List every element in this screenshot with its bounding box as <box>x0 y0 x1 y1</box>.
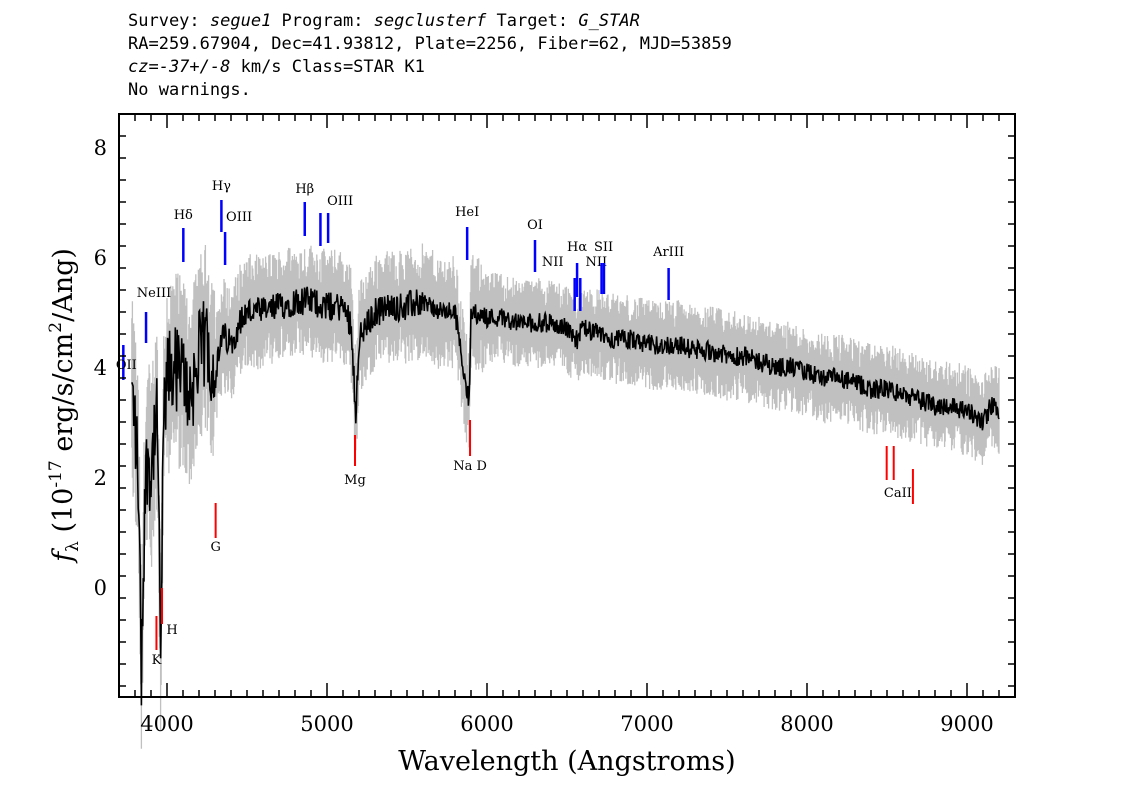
emission-line-label: OII <box>116 358 137 373</box>
x-tick-label: 9000 <box>940 712 993 736</box>
emission-line-label: Hβ <box>295 182 314 197</box>
x-tick-label: 8000 <box>780 712 833 736</box>
emission-line-label: NeIII <box>137 286 171 301</box>
header-line-coords: RA=259.67904, Dec=41.93812, Plate=2256, … <box>128 34 732 54</box>
flux-layer <box>131 286 1000 706</box>
absorption-line-label: G <box>210 540 220 555</box>
emission-line-label: Hδ <box>174 208 193 223</box>
absorption-line-label: H <box>166 623 177 638</box>
emission-line-label: NII <box>542 255 564 270</box>
emission-line-label: OIII <box>226 210 252 225</box>
axis-tick-layer: 4000 5000 6000 7000 8000 9000 0 2 4 6 8 <box>94 114 1016 736</box>
class-text: km/s Class=STAR K1 <box>230 57 425 77</box>
emission-line-label: OIII <box>327 194 353 209</box>
header-line-redshift: cz=-37+/-8 km/s Class=STAR K1 <box>128 56 732 79</box>
header-line-survey: Survey: segue1 Program: segclusterf Targ… <box>128 10 732 33</box>
absorption-line-label: K <box>152 653 162 668</box>
program-label: Program: <box>271 11 374 31</box>
x-tick-label: 4000 <box>140 712 193 736</box>
absorption-line-label: Mg <box>344 473 366 488</box>
emission-line-label: Hα <box>567 240 587 255</box>
redshift-value: cz=-37+/-8 <box>128 57 231 77</box>
program-value: segclusterf <box>373 11 487 31</box>
absorption-line-label: CaII <box>884 486 912 501</box>
emission-line-label: SII <box>594 240 613 255</box>
header-line-warnings: No warnings. <box>128 80 251 100</box>
y-axis-title: fλ (10-17 erg/s/cm2/Ang) <box>46 248 83 564</box>
y-tick-label: 0 <box>94 576 107 600</box>
emission-line-label: HeI <box>455 205 479 220</box>
x-tick-label: 6000 <box>460 712 513 736</box>
y-tick-label: 4 <box>94 356 107 380</box>
target-label: Target: <box>486 11 579 31</box>
absorption-line-label: Na D <box>453 459 487 474</box>
x-axis-title: Wavelength (Angstroms) <box>398 746 735 777</box>
flux-line <box>131 286 1000 706</box>
x-tick-label: 7000 <box>620 712 673 736</box>
y-tick-label: 8 <box>94 136 107 160</box>
target-value: G_STAR <box>578 11 640 31</box>
y-tick-label: 6 <box>94 246 107 270</box>
x-tick-label: 5000 <box>300 712 353 736</box>
emission-line-label: OI <box>527 218 543 233</box>
y-tick-label: 2 <box>94 466 107 490</box>
spectrum-header: Survey: segue1 Program: segclusterf Targ… <box>128 10 732 102</box>
emission-line-label: ArIII <box>652 245 684 260</box>
survey-label: Survey: <box>128 11 210 31</box>
survey-value: segue1 <box>209 11 272 31</box>
emission-line-label: Hγ <box>212 179 231 194</box>
